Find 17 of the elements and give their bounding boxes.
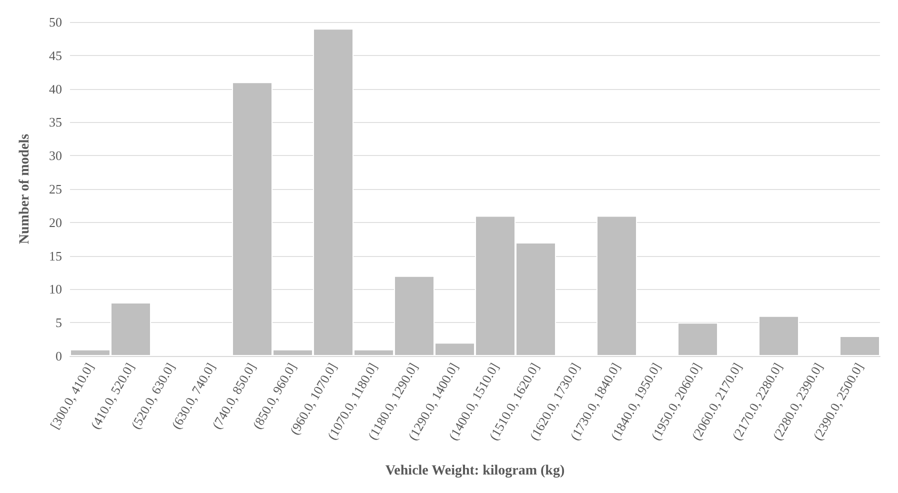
y-tick-label: 10: [49, 282, 62, 297]
y-tick-label: 0: [56, 348, 62, 364]
bar: [840, 336, 880, 356]
x-axis-title: Vehicle Weight: kilogram (kg): [385, 464, 565, 478]
y-tick-label: 45: [49, 48, 62, 63]
y-tick-label: 35: [49, 114, 62, 130]
y-tick-label: 5: [56, 315, 62, 330]
bar: [678, 322, 718, 356]
bar: [758, 316, 799, 356]
y-tick-label: 20: [49, 214, 62, 230]
y-tick-label: 50: [49, 14, 62, 30]
y-axis-title: Number of models: [18, 133, 32, 244]
y-tick-label: 15: [49, 248, 62, 264]
y-tick-label: 40: [49, 81, 62, 96]
bar: [596, 216, 637, 356]
y-tick-label: 30: [49, 148, 62, 164]
y-tick-label: 25: [49, 182, 62, 196]
